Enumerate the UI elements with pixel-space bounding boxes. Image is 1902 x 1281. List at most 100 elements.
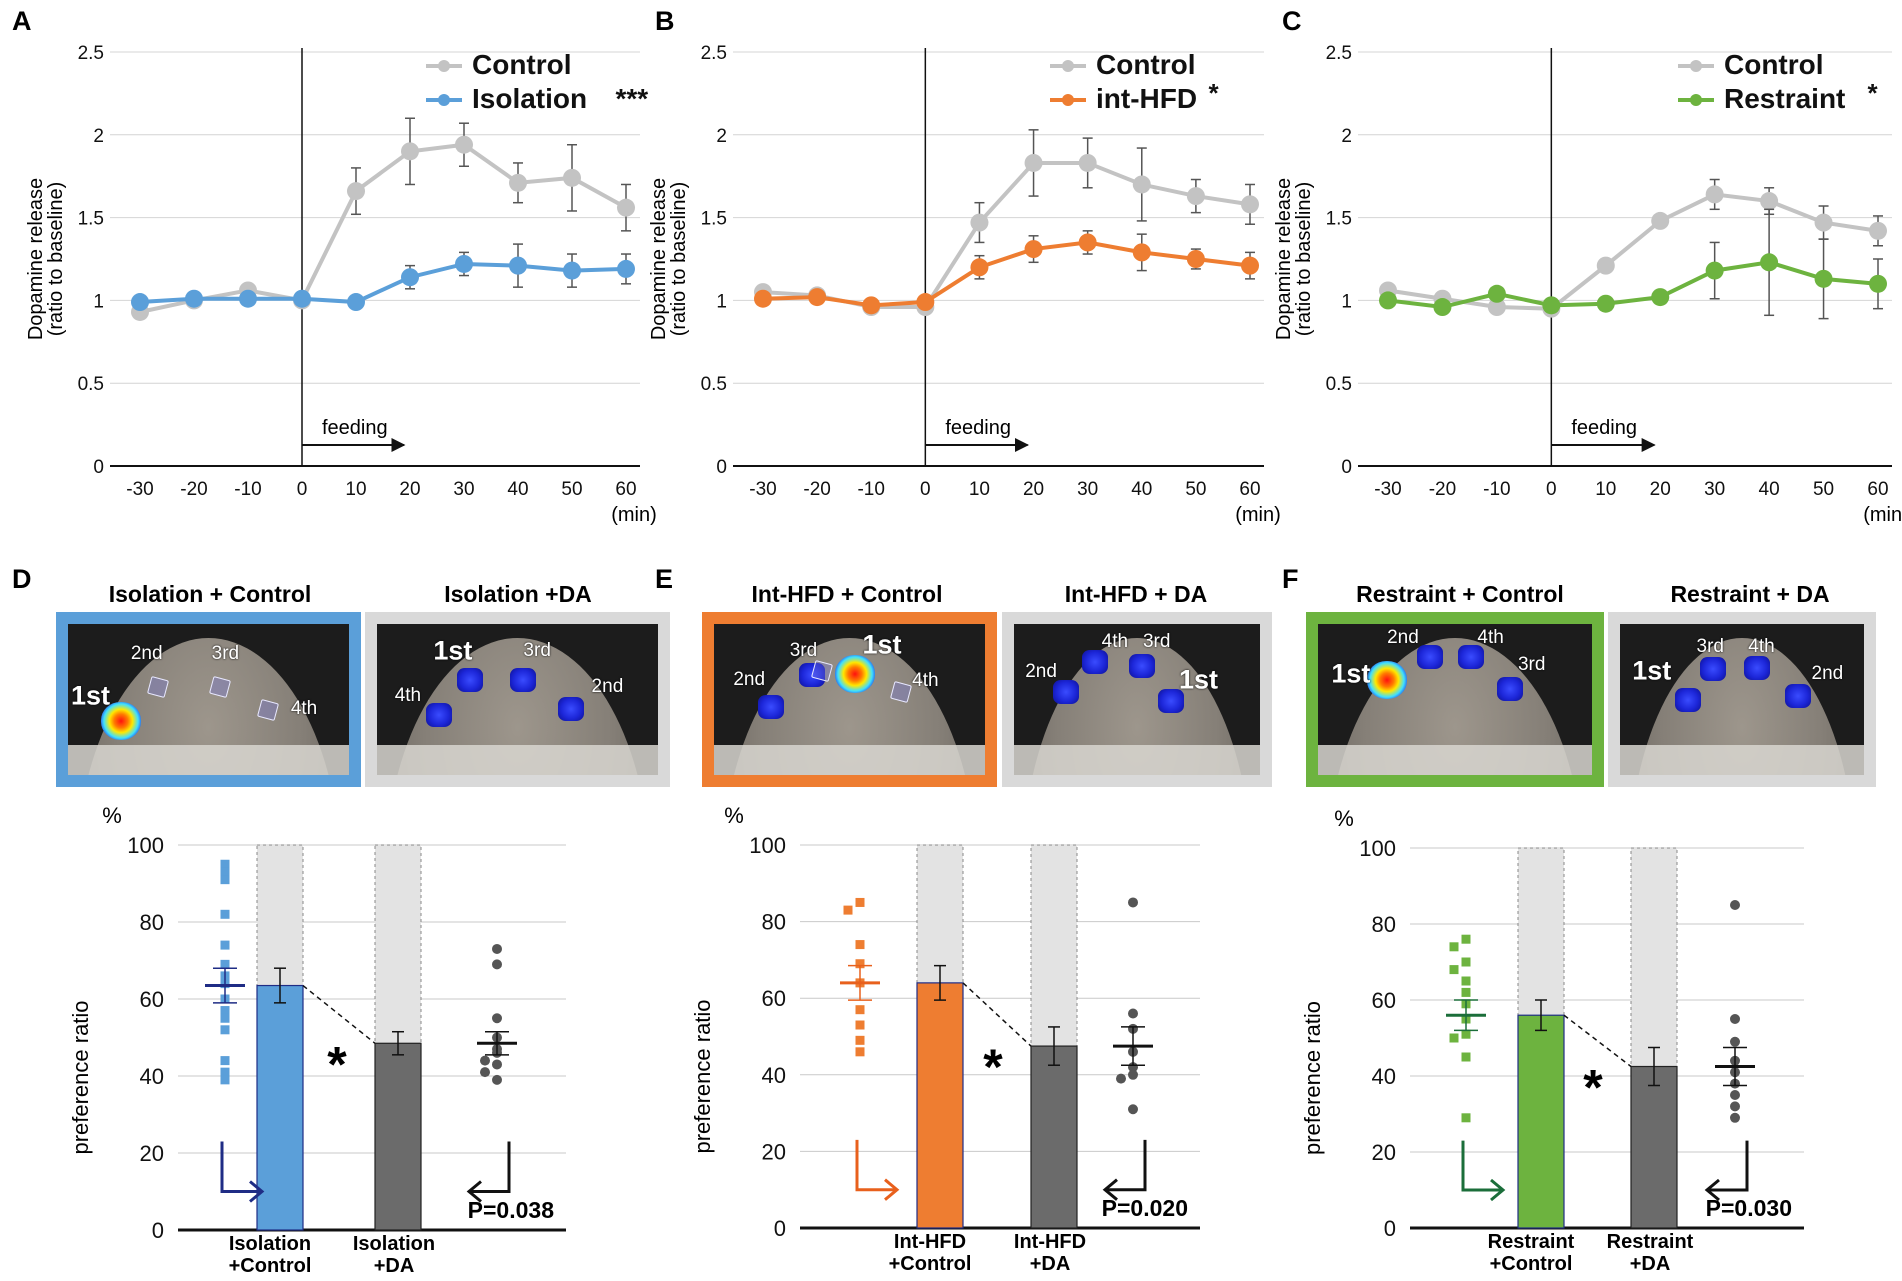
heatmap-spot xyxy=(425,702,452,727)
series-line-isolation xyxy=(139,261,627,305)
turn-left-arrowhead xyxy=(466,1180,482,1203)
turn-right-arrow xyxy=(855,1139,895,1192)
series-line-control xyxy=(139,142,627,314)
legend-marker xyxy=(1062,94,1074,106)
x-axis-unit: (min) xyxy=(611,504,657,526)
x-tick-label: 60 xyxy=(615,479,636,500)
scatter-point xyxy=(855,897,865,907)
data-point xyxy=(1186,250,1205,268)
x-tick-label: -20 xyxy=(1429,479,1456,500)
data-point xyxy=(1078,233,1097,252)
scatter-point xyxy=(1449,942,1459,952)
scatter-point xyxy=(855,959,865,969)
y-tick-label: 1 xyxy=(93,291,104,312)
arena-title-d-left: Isolation + Control xyxy=(109,581,312,607)
rank-label: 3rd xyxy=(789,640,818,662)
data-point xyxy=(1186,187,1205,206)
y-tick-label: 2.5 xyxy=(1326,43,1352,64)
scatter-points xyxy=(205,859,517,1085)
scatter-point xyxy=(855,1047,865,1057)
y-tick-label: 2.5 xyxy=(78,43,104,64)
data-point xyxy=(1487,298,1506,317)
scatter-point xyxy=(1730,1112,1740,1123)
arena-image-e-right: 4th 3rd 2nd 1st xyxy=(1002,612,1272,787)
data-point xyxy=(563,168,581,187)
scatter-point xyxy=(220,1056,230,1066)
x-tick-label: 10 xyxy=(345,479,366,500)
rank-label: 1st xyxy=(1178,664,1219,695)
rank-label: 2nd xyxy=(591,676,624,698)
y-tick-label: 2 xyxy=(93,126,104,147)
rank-label: 1st xyxy=(70,680,110,711)
scatter-point xyxy=(220,1025,230,1035)
scatter-points xyxy=(840,897,1153,1115)
category-label-2-line1: Int-HFD xyxy=(1014,1231,1086,1253)
y-tick-label: 0 xyxy=(774,1216,786,1241)
arena-title-f-right: Restraint + DA xyxy=(1670,581,1829,607)
significance-marker: * xyxy=(327,1036,347,1092)
arena-image-d-right: 1st 3rd 4th 2nd xyxy=(365,612,670,787)
data-point xyxy=(754,289,772,308)
x-tick-label: 20 xyxy=(399,479,420,500)
legend-label: Control xyxy=(472,49,572,80)
scatter-point xyxy=(855,940,865,950)
data-point xyxy=(1596,294,1615,313)
legend-label: Control xyxy=(1724,49,1824,80)
x-tick-label: 30 xyxy=(1704,479,1725,500)
turn-arrows xyxy=(855,1139,1147,1201)
turn-left-arrow xyxy=(471,1141,511,1193)
chart-gridlines xyxy=(1358,48,1892,467)
y-axis-label-line1: Dopamine release xyxy=(25,178,47,340)
y-tick-label: 0 xyxy=(93,457,104,478)
rank-label: 3rd xyxy=(523,640,551,662)
bar xyxy=(1630,1065,1678,1229)
heatmap-spot xyxy=(1496,676,1523,701)
y-tick-label: 60 xyxy=(140,987,164,1012)
y-tick-label: 1.5 xyxy=(1326,209,1352,230)
y-tick-label: 80 xyxy=(140,910,164,935)
y-axis-label-line2: (ratio to baseline) xyxy=(45,182,67,337)
comparison-dashed-line xyxy=(962,982,1032,1047)
data-point xyxy=(401,142,419,161)
scatter-point xyxy=(1461,1113,1471,1123)
data-point xyxy=(1814,213,1833,232)
panel-letter-f: F xyxy=(1282,564,1299,594)
data-point xyxy=(617,198,635,217)
arena-image-e-left: 3rd 1st 2nd 4th xyxy=(702,612,997,787)
y-axis-unit: % xyxy=(724,803,744,828)
data-point xyxy=(455,254,473,273)
heatmap-spot xyxy=(1128,654,1155,679)
rank-label: 1st xyxy=(1632,655,1672,686)
chart-series xyxy=(131,117,635,321)
scatter-point xyxy=(480,1067,490,1078)
heatmap-spot xyxy=(1785,684,1812,709)
y-axis-unit: % xyxy=(1334,806,1354,831)
data-point xyxy=(1705,185,1724,204)
data-point xyxy=(563,261,581,280)
data-point xyxy=(1024,240,1043,259)
x-tick-label: 60 xyxy=(1239,479,1260,500)
turn-right-arrow xyxy=(220,1141,260,1193)
bar xyxy=(374,1042,422,1231)
turn-left-arrow xyxy=(1107,1139,1147,1192)
data-point xyxy=(1241,256,1259,275)
x-tick-label: -10 xyxy=(234,479,261,500)
heatmap-spot xyxy=(798,663,825,688)
scatter-point xyxy=(855,1035,865,1045)
data-point xyxy=(401,268,419,287)
y-tick-label: 0.5 xyxy=(701,374,727,395)
arena-image-f-right: 3rd 4th 1st 2nd xyxy=(1608,612,1876,787)
legend-marker xyxy=(1690,60,1702,72)
chart-ticks: 0 0.5 1 1.5 2 2.5 -30 -20 -10 0 10 20 30 40 50 60 xyxy=(701,43,1261,500)
y-axis-unit: % xyxy=(102,803,122,828)
scatter-point xyxy=(1461,957,1471,967)
bar xyxy=(256,984,304,1231)
scatter-point xyxy=(1730,1036,1740,1047)
data-point xyxy=(1705,261,1724,280)
category-label-1-line1: Isolation xyxy=(229,1233,311,1255)
scatter-point xyxy=(1730,900,1740,910)
scatter-point xyxy=(1461,976,1471,986)
x-tick-label: 10 xyxy=(1595,479,1616,500)
x-tick-label: 30 xyxy=(453,479,474,500)
